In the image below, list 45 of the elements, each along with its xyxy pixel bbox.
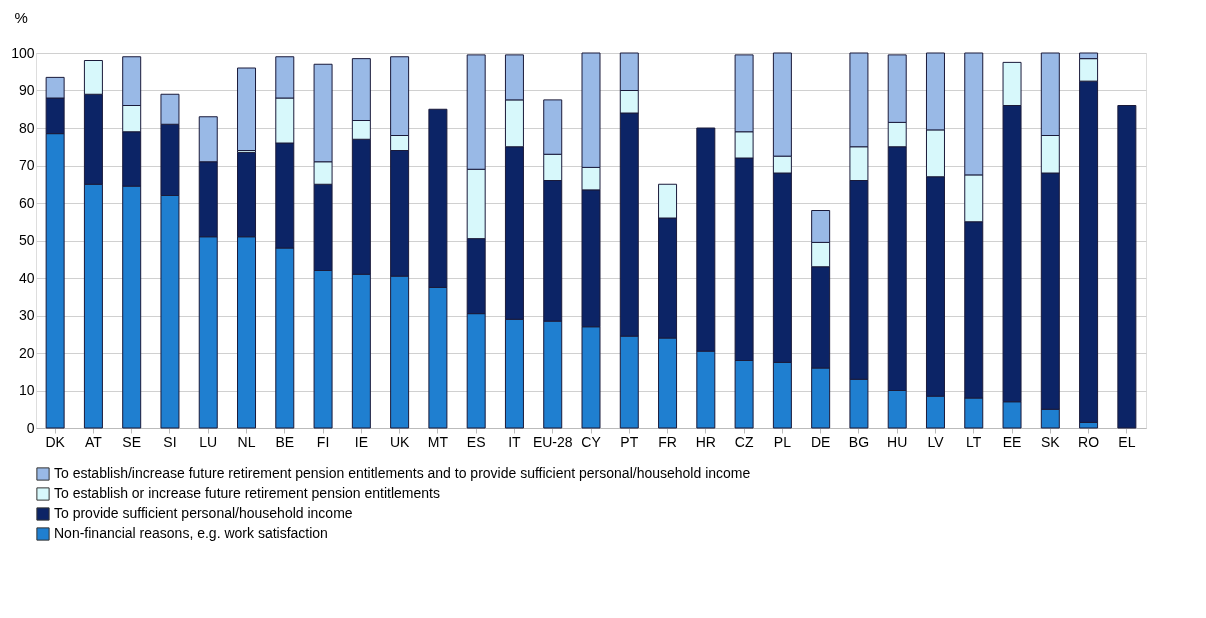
x-tick-label: FR [658,433,677,450]
x-tick-label: LU [199,433,218,450]
y-tick-label: 20 [18,344,35,361]
x-tick-label: BE [275,433,295,450]
x-tick-label: NL [237,433,256,450]
x-tick-label: UK [389,433,410,450]
y-axis-title: % [14,8,28,26]
y-tick-label: 70 [18,157,35,173]
x-tick-label: SE [122,433,142,450]
x-tick-label: CZ [734,433,754,450]
x-tick-label: LT [966,433,982,450]
x-tick-label: IE [354,433,368,450]
y-tick-label: 60 [18,194,35,211]
x-tick-label: SI [163,433,177,450]
y-tick-label: 10 [18,382,35,398]
y-tick-label: 40 [18,269,35,286]
x-tick-label: HR [695,433,716,450]
y-tick-label: 100 [11,44,35,61]
x-tick-label: DE [810,433,831,450]
x-tick-label: EE [1002,433,1022,450]
x-tick-label: IT [508,433,522,450]
x-tick-label: FI [316,433,330,450]
y-tick-label: 30 [18,307,35,323]
y-tick-label: 80 [18,119,35,136]
x-tick-label: EU-28 [532,433,573,450]
x-tick-label: PL [773,433,792,450]
x-tick-label: LV [927,433,945,450]
legend-label: Non-financial reasons, e.g. work satisfaction [54,525,328,541]
x-tick-label: MT [427,433,449,450]
x-tick-label: BG [848,433,870,450]
x-tick-label: EL [1118,433,1136,450]
legend-label: To provide sufficient personal/household income [54,505,353,521]
y-tick-label: 90 [18,82,35,98]
x-tick-label: AT [84,433,103,450]
x-tick-label: HU [887,433,908,450]
y-tick-label: 0 [26,419,35,436]
x-tick-label: ES [466,433,486,450]
x-tick-label: CY [581,433,602,450]
x-tick-label: PT [620,433,639,450]
legend-label: To establish/increase future retirement pension entitlements and to provide sufficient personal/household income [54,465,751,481]
x-tick-label: SK [1040,433,1061,450]
x-tick-label: RO [1078,433,1100,450]
y-tick-label: 50 [18,232,35,248]
x-tick-label: DK [45,433,66,450]
legend-label: To establish or increase future retirement pension entitlements [54,485,440,501]
